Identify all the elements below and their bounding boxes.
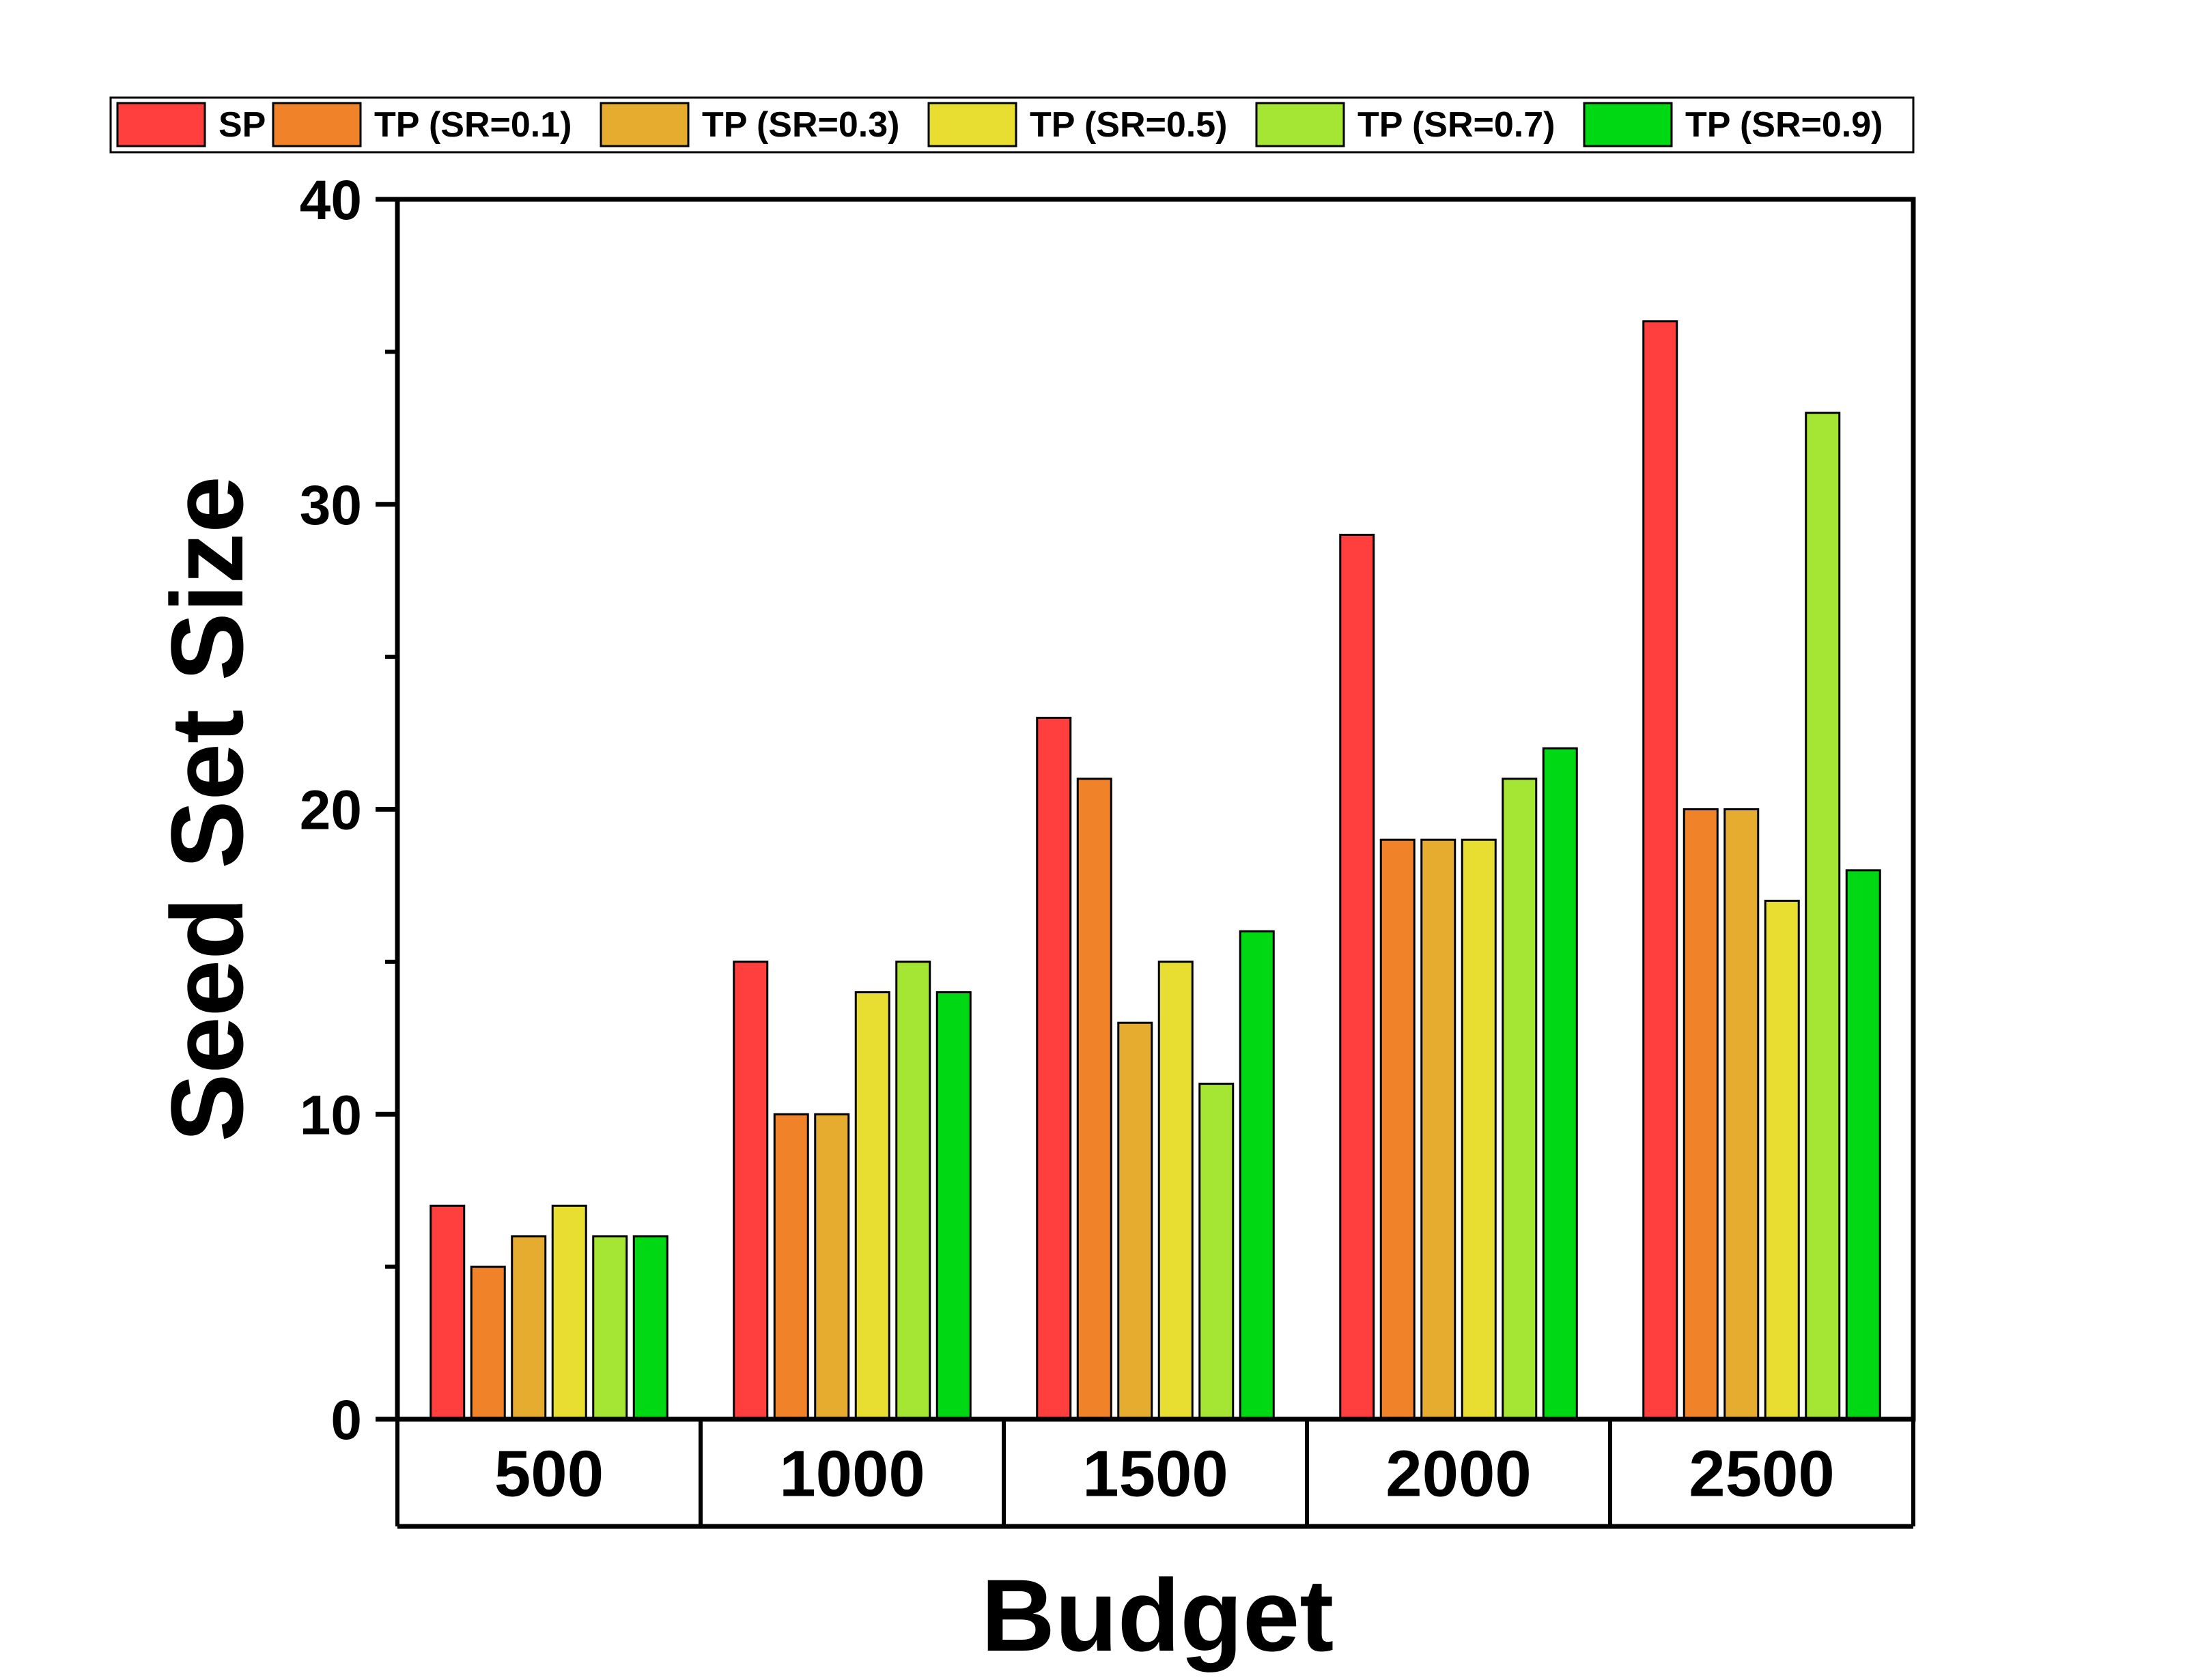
y-axis-label: Seed Set Size bbox=[150, 476, 264, 1141]
y-axis: 0 10 20 30 40 bbox=[300, 169, 397, 1451]
y-tick-label: 0 bbox=[330, 1389, 362, 1451]
legend-label: SP bbox=[219, 105, 266, 145]
bar-tp-sr-0-3-2500 bbox=[1723, 808, 1760, 1421]
bar-sp-500 bbox=[430, 1204, 466, 1421]
bar-tp-sr-0-9-500 bbox=[632, 1235, 668, 1421]
bar-tp-sr-0-3-2000 bbox=[1420, 838, 1456, 1421]
bar-tp-sr-0-7-1000 bbox=[895, 960, 931, 1421]
bar-tp-sr-0-1-2000 bbox=[1379, 838, 1416, 1421]
bar-tp-sr-0-5-2000 bbox=[1461, 838, 1497, 1421]
x-category-label: 2000 bbox=[1385, 1438, 1532, 1511]
bar-tp-sr-0-7-2000 bbox=[1502, 778, 1538, 1421]
legend-label: TP (SR=0.5) bbox=[1030, 105, 1227, 145]
bar-tp-sr-0-5-1500 bbox=[1157, 960, 1194, 1421]
bar-tp-sr-0-3-500 bbox=[511, 1235, 547, 1421]
legend-label: TP (SR=0.7) bbox=[1357, 105, 1555, 145]
bar-tp-sr-0-7-2500 bbox=[1805, 412, 1841, 1421]
bar-tp-sr-0-9-1500 bbox=[1239, 930, 1275, 1421]
bars bbox=[430, 320, 1881, 1421]
legend-swatch bbox=[1255, 102, 1345, 147]
bar-sp-1000 bbox=[733, 960, 769, 1421]
bar-sp-2000 bbox=[1339, 533, 1375, 1421]
bar-tp-sr-0-9-2500 bbox=[1845, 869, 1881, 1421]
legend: SP TP (SR=0.1) TP (SR=0.3) TP (SR=0.5) TP (S… bbox=[116, 102, 1883, 147]
bar-sp-1500 bbox=[1036, 716, 1072, 1421]
legend-swatch bbox=[927, 102, 1017, 147]
y-tick-label: 30 bbox=[300, 474, 362, 537]
bar-tp-sr-0-1-2500 bbox=[1683, 808, 1719, 1421]
x-category-label: 500 bbox=[494, 1438, 604, 1511]
bar-tp-sr-0-1-1500 bbox=[1076, 778, 1112, 1421]
y-tick-label: 10 bbox=[300, 1084, 362, 1146]
plot-frame bbox=[395, 197, 1916, 1422]
bar-sp-2500 bbox=[1642, 320, 1678, 1421]
bar-tp-sr-0-1-1000 bbox=[773, 1113, 809, 1421]
bar-tp-sr-0-3-1000 bbox=[814, 1113, 850, 1421]
x-axis-label: Budget bbox=[981, 1558, 1334, 1672]
x-category-label: 1500 bbox=[1082, 1438, 1228, 1511]
legend-label: TP (SR=0.9) bbox=[1685, 105, 1883, 145]
bar-tp-sr-0-3-1500 bbox=[1117, 1021, 1153, 1421]
legend-label: TP (SR=0.3) bbox=[702, 105, 899, 145]
legend-swatch bbox=[116, 102, 206, 147]
legend-label: TP (SR=0.1) bbox=[374, 105, 572, 145]
x-category-table: 500 1000 1500 2000 2500 bbox=[395, 1419, 1915, 1529]
bar-tp-sr-0-1-500 bbox=[470, 1266, 506, 1421]
bar-tp-sr-0-5-2500 bbox=[1764, 900, 1800, 1421]
bar-tp-sr-0-5-500 bbox=[551, 1204, 587, 1421]
x-category-label: 1000 bbox=[779, 1438, 925, 1511]
legend-swatch bbox=[1583, 102, 1673, 147]
y-tick-label: 40 bbox=[300, 169, 362, 231]
bar-tp-sr-0-9-2000 bbox=[1542, 747, 1578, 1421]
y-tick-label: 20 bbox=[300, 780, 362, 842]
bar-tp-sr-0-9-1000 bbox=[935, 991, 972, 1421]
legend-swatch bbox=[272, 102, 362, 147]
bar-tp-sr-0-7-1500 bbox=[1198, 1083, 1235, 1421]
bar-tp-sr-0-7-500 bbox=[592, 1235, 628, 1421]
bar-tp-sr-0-5-1000 bbox=[854, 991, 890, 1421]
x-category-label: 2500 bbox=[1689, 1438, 1835, 1511]
legend-swatch bbox=[600, 102, 690, 147]
